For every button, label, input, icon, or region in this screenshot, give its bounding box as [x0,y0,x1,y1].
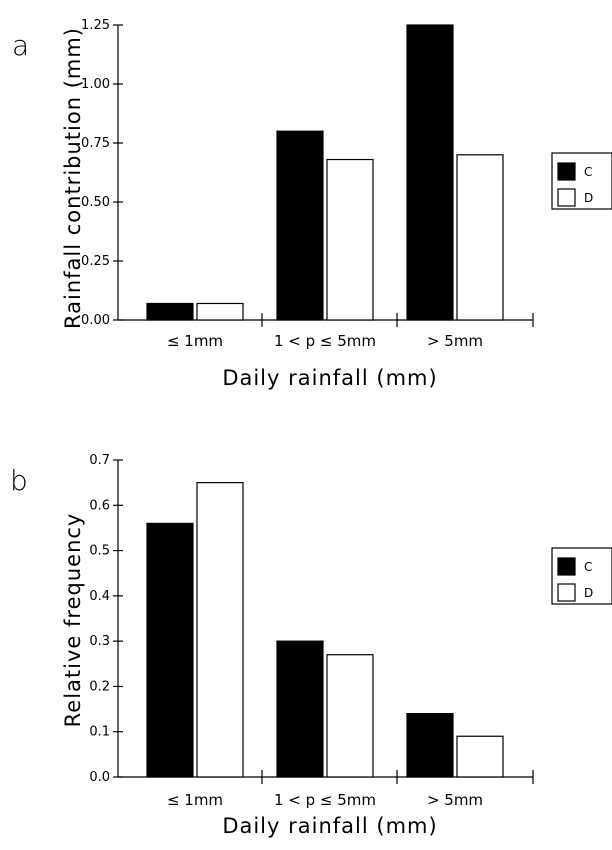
y-tick-label: 0.50 [81,195,110,210]
x-tick-label: > 5mm [427,332,483,350]
y-tick-label: 0.5 [89,544,110,559]
panel-b-letter: b [10,464,28,497]
bar-c-1 [276,130,324,321]
x-tick-label: 1 < p ≤ 5mm [274,791,376,809]
panel-a: a 0.00 0.25 0.50 0.75 1.00 1.25 ≤ 1mm 1 < p ≤ 5… [12,18,612,390]
x-tick-label: 1 < p ≤ 5mm [274,332,376,350]
bar-c-1 [276,640,324,778]
y-tick-label: 0.6 [89,498,110,513]
x-tick-label: ≤ 1mm [167,332,223,350]
plot-b: 0.0 0.1 0.2 0.3 0.4 0.5 0.6 0.7 ≤ 1mm 1 < p ≤ 5mm… [89,453,534,809]
legend-label-d: D [584,586,593,600]
y-tick-label: 0.4 [89,589,110,604]
bar-c-2 [406,712,454,778]
y-tick-label: 0.25 [81,254,110,269]
legend-label-c: C [584,560,592,574]
y-tick-label: 1.00 [81,77,110,92]
legend-swatch-d [557,188,576,207]
y-tick-label: 0.00 [81,313,110,328]
bar-d-2 [456,154,504,321]
y-tick-label: 0.75 [81,136,110,151]
legend-b: CD [551,547,612,605]
y-tick-label: 0.7 [89,453,110,468]
x-tick-label: ≤ 1mm [167,791,223,809]
y-tick-label: 0.2 [89,679,110,694]
y-tick-label: 0.3 [89,634,110,649]
bar-d-1 [326,654,374,778]
legend-swatch-d [557,583,576,602]
legend-label-c: C [584,165,592,179]
legend-swatch-c [557,557,576,576]
panel-b: b 0.0 0.1 0.2 0.3 0.4 0.5 0.6 0.7 ≤ 1mm 1 < p ≤ 5… [10,453,612,838]
legend-a: CD [551,152,612,210]
bar-d-0 [196,482,244,778]
bar-c-2 [406,24,454,321]
panel-a-y-axis-title: Rainfall contribution (mm) [61,27,85,329]
panel-a-letter: a [12,29,29,62]
legend-label-d: D [584,191,593,205]
legend-swatch-c [557,162,576,181]
bar-d-1 [326,158,374,321]
bar-d-2 [456,735,504,778]
y-tick-label: 0.0 [89,770,110,785]
y-tick-label: 1.25 [81,18,110,33]
panel-a-x-axis-title: Daily rainfall (mm) [222,366,437,390]
y-tick-label: 0.1 [89,725,110,740]
panel-b-x-axis-title: Daily rainfall (mm) [222,814,437,838]
bar-c-0 [146,302,194,321]
x-tick-label: > 5mm [427,791,483,809]
panel-b-y-axis-title: Relative frequency [61,513,85,728]
plot-a: 0.00 0.25 0.50 0.75 1.00 1.25 ≤ 1mm 1 < p ≤ 5mm… [81,18,534,350]
bar-c-0 [146,522,194,778]
bar-d-0 [196,302,244,321]
